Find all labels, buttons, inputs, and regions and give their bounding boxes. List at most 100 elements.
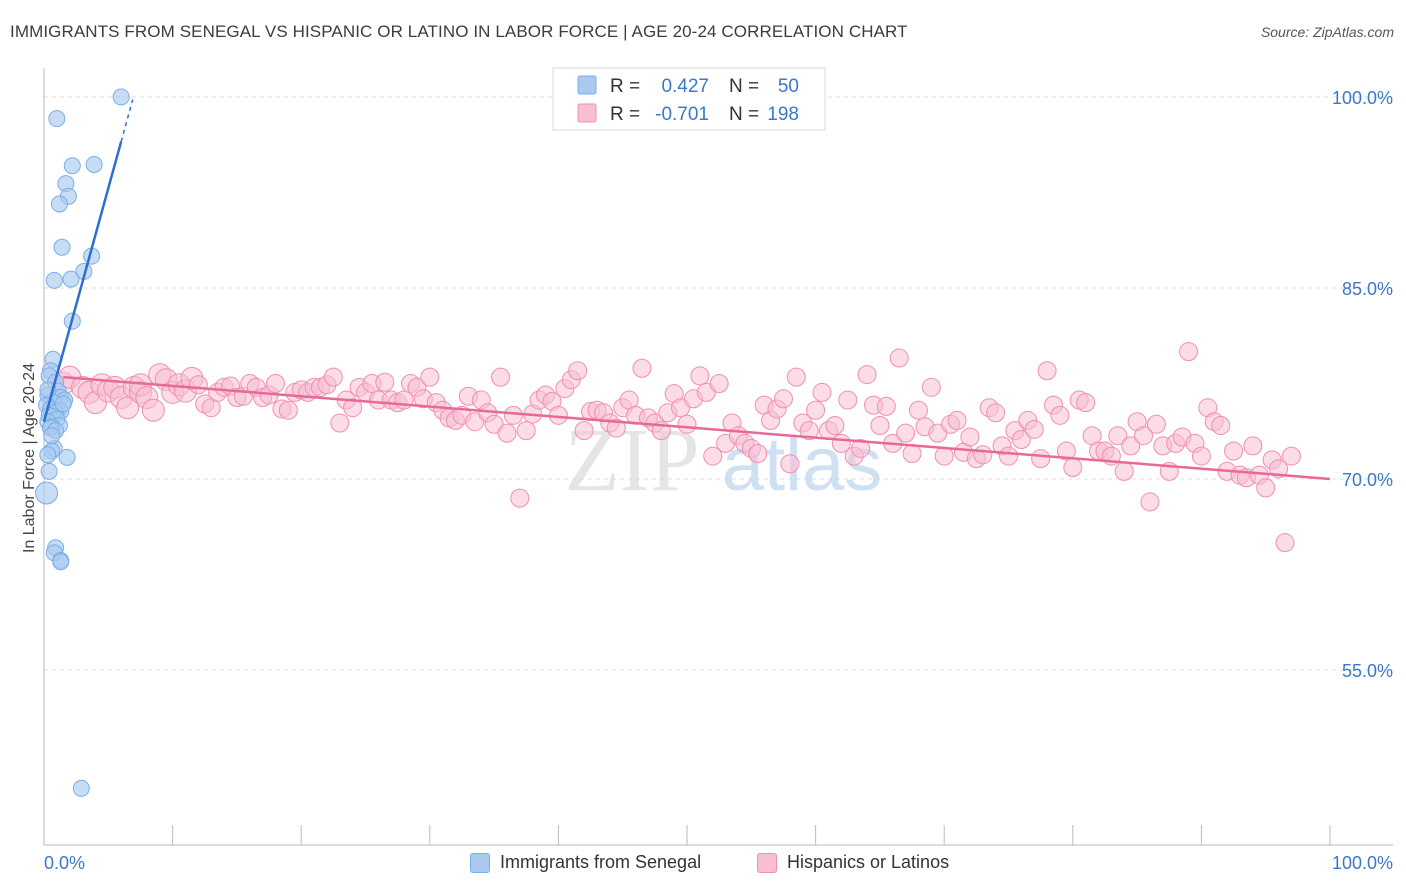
senegal-point [53,238,71,256]
hispanic-point [921,377,941,397]
legend-r-label-1: R = [610,76,640,97]
hispanic-point [1121,436,1141,456]
hispanic-point [806,400,826,420]
hispanic-point [889,348,909,368]
hispanic-point [1063,458,1083,478]
chart-title: IMMIGRANTS FROM SENEGAL VS HISPANIC OR L… [10,22,908,41]
senegal-point [40,462,58,480]
hispanic-point [876,396,896,416]
hispanic-point [330,413,350,433]
hispanic-point [420,367,440,387]
hispanic-point [780,454,800,474]
legend-n-value-2: 198 [767,104,799,125]
hispanic-point [786,367,806,387]
hispanic-point [1256,478,1276,498]
hispanic-point [812,382,832,402]
legend-swatch-senegal [577,75,597,95]
hispanic-point [1056,441,1076,461]
legend-r-value-1: 0.427 [661,76,709,97]
hispanic-point [1146,414,1166,434]
senegal-point [112,88,130,106]
hispanic-point [503,405,523,425]
bottom-legend: Immigrants from Senegal Hispanics or Lat… [0,852,1406,876]
hispanic-point [188,375,208,395]
hispanic-point [1114,461,1134,481]
legend-item-hispanic: Hispanics or Latinos [757,852,949,873]
senegal-trend-extension [120,99,134,142]
hispanic-point [497,423,517,443]
hispanic-point [510,488,530,508]
legend-swatch-senegal-bottom [470,852,490,873]
correlation-legend: R = 0.427 N = 50 R = -0.701 N = 198 [552,67,826,131]
senegal-point [35,481,59,505]
hispanic-point [825,416,845,436]
hispanic-point [1076,393,1096,413]
senegal-point [43,427,61,445]
hispanic-point [1134,426,1154,446]
x-tick-label-1: 100.0% [1332,853,1393,873]
hispanic-point [709,374,729,393]
hispanic-point [1050,405,1070,425]
senegal-point [50,195,68,213]
hispanic-point [902,444,922,464]
hispanic-point [986,403,1006,423]
y-tick-label-2: 70.0% [1342,470,1393,490]
senegal-point [39,446,57,464]
senegal-point [54,395,72,413]
hispanic-point [375,372,395,392]
hispanic-point [947,410,967,430]
hispanic-point [1037,361,1057,381]
legend-label-senegal: Immigrants from Senegal [500,852,702,872]
hispanic-point [141,398,165,422]
senegal-point [85,155,103,173]
legend-label-hispanic: Hispanics or Latinos [787,852,950,872]
legend-n-label-2: N = [729,104,759,125]
hispanic-point [748,444,768,464]
trend-lines [42,99,1331,481]
hispanic-point [838,390,858,410]
hispanic-point [1031,449,1051,469]
y-axis-label: In Labor Force | Age 20-24 [21,363,38,553]
senegal-point [62,270,80,288]
hispanic-point [1011,430,1031,450]
hispanic-point [568,361,588,381]
senegal-point [52,553,70,571]
hispanic-point [857,365,877,385]
y-tick-label-0: 100.0% [1332,88,1393,108]
senegal-point [45,271,63,289]
hispanic-point [960,427,980,447]
legend-r-label-2: R = [610,104,640,125]
hispanic-point [343,398,363,418]
hispanic-point [278,400,298,420]
legend-n-label-1: N = [729,76,759,97]
legend-n-value-1: 50 [778,76,799,97]
senegal-point [48,110,66,128]
hispanic-point [491,367,511,387]
hispanic-point [851,438,871,458]
hispanic-point [870,416,890,436]
hispanic-point [516,421,536,441]
hispanic-point [265,374,285,393]
hispanic-point [574,421,594,441]
hispanic-point [1140,492,1160,512]
senegal-points [35,88,130,797]
legend-item-senegal: Immigrants from Senegal [470,852,701,873]
hispanic-point [908,400,928,420]
legend-r-value-2: -0.701 [655,104,709,125]
tick-labels: 100.0% 85.0% 70.0% 55.0% 0.0% 100.0% [44,88,1393,873]
hispanic-point [1108,426,1128,446]
hispanic-point [973,445,993,465]
hispanic-point [1191,446,1211,466]
hispanic-point [1211,416,1231,436]
y-tick-label-1: 85.0% [1342,279,1393,299]
hispanic-point [896,423,916,443]
hispanic-point [999,446,1018,466]
hispanic-point [1179,342,1199,362]
hispanic-point [773,389,793,409]
senegal-trend-line [42,141,123,423]
hispanic-point [1281,446,1301,466]
source-credit: Source: ZipAtlas.com [1260,24,1394,40]
hispanic-point [677,414,697,434]
legend-swatch-hispanic [577,103,597,123]
